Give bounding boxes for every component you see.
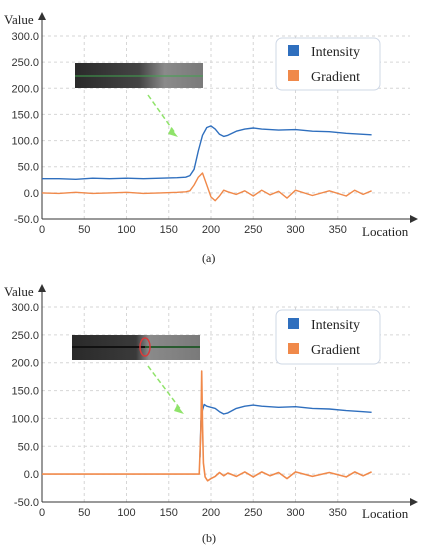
x-tick-label: 300 <box>286 224 304 236</box>
y-tick-label: 200.0 <box>11 358 39 370</box>
y-ticks-b: -50.0 0.0 50.0 100.0 150.0 200.0 250.0 300.0 <box>11 302 39 509</box>
y-tick-label: 300.0 <box>11 302 39 314</box>
pointer-arrow-b <box>147 365 184 414</box>
series-line-intensity <box>199 403 372 458</box>
y-ticks-a: -50.0 0.0 50.0 100.0 150.0 200.0 250.0 300.0 <box>11 31 39 226</box>
x-tick-label: 150 <box>160 507 178 519</box>
y-tick-label: 0.0 <box>24 469 39 481</box>
y-tick-label: 250.0 <box>11 330 39 342</box>
legend-swatch-intensity-a <box>288 45 299 56</box>
y-tick-label: 0.0 <box>24 188 39 200</box>
legend-swatch-intensity-b <box>288 318 299 329</box>
x-tick-label: 200 <box>202 507 220 519</box>
legend-swatch-gradient-b <box>288 343 299 354</box>
legend-label-gradient-a: Gradient <box>311 70 360 85</box>
legend-a: Intensity Gradient <box>275 37 381 91</box>
x-axis-title-b: Location <box>362 506 409 521</box>
y-tick-label: 150.0 <box>11 386 39 398</box>
x-tick-label: 50 <box>78 507 90 519</box>
y-tick-label: -50.0 <box>14 497 39 509</box>
y-tick-label: 150.0 <box>11 109 39 121</box>
y-axis-title-b: Value <box>4 284 34 299</box>
y-tick-label: 250.0 <box>11 57 39 69</box>
series-lines-a <box>41 125 372 202</box>
y-tick-label: 300.0 <box>11 31 39 43</box>
inset-image-b <box>72 335 200 360</box>
y-tick-label: 100.0 <box>11 413 39 425</box>
x-tick-label: 0 <box>39 507 45 519</box>
x-tick-label: 350 <box>329 224 347 236</box>
edge-marker-circle <box>139 337 151 357</box>
y-tick-label: 100.0 <box>11 136 39 148</box>
x-tick-label: 250 <box>244 224 262 236</box>
y-axis-title-a: Value <box>4 12 34 27</box>
x-axis-arrow-b <box>410 498 418 506</box>
panel-a: -50.0 0.0 50.0 100.0 150.0 200.0 250.0 300.0 0 5… <box>4 12 418 265</box>
pointer-arrow-a <box>147 94 178 137</box>
x-ticks-a: 0 50 100 150 200 250 300 350 <box>39 224 347 236</box>
x-axis-title-a: Location <box>362 224 409 239</box>
series-lines-b <box>42 370 372 482</box>
x-tick-label: 200 <box>202 224 220 236</box>
y-tick-label: 200.0 <box>11 83 39 95</box>
legend-label-intensity-b: Intensity <box>311 318 360 333</box>
legend-label-intensity-a: Intensity <box>311 45 360 60</box>
x-tick-label: 0 <box>39 224 45 236</box>
y-tick-label: 50.0 <box>18 162 39 174</box>
y-axis-arrow-b <box>38 284 46 292</box>
y-tick-label: 50.0 <box>18 441 39 453</box>
caption-a: (a) <box>202 251 215 265</box>
x-tick-label: 100 <box>117 507 135 519</box>
x-tick-label: 350 <box>329 507 347 519</box>
y-axis-arrow-a <box>38 12 46 20</box>
x-ticks-b: 0 50 100 150 200 250 300 350 <box>39 507 347 519</box>
legend-b: Intensity Gradient <box>275 309 381 365</box>
x-tick-label: 50 <box>78 224 90 236</box>
x-tick-label: 250 <box>244 507 262 519</box>
x-axis-arrow-a <box>410 215 418 223</box>
y-tick-label: -50.0 <box>14 214 39 226</box>
inset-image-a <box>75 63 203 88</box>
x-tick-label: 100 <box>117 224 135 236</box>
x-tick-label: 300 <box>286 507 304 519</box>
caption-b: (b) <box>202 531 216 545</box>
panel-b: -50.0 0.0 50.0 100.0 150.0 200.0 250.0 300.0 0 5… <box>4 284 418 545</box>
series-line-gradient <box>41 172 372 202</box>
series-line-gradient <box>42 370 372 482</box>
series-line-intensity <box>42 125 372 181</box>
legend-swatch-gradient-a <box>288 70 299 81</box>
x-tick-label: 150 <box>160 224 178 236</box>
legend-label-gradient-b: Gradient <box>311 343 360 358</box>
